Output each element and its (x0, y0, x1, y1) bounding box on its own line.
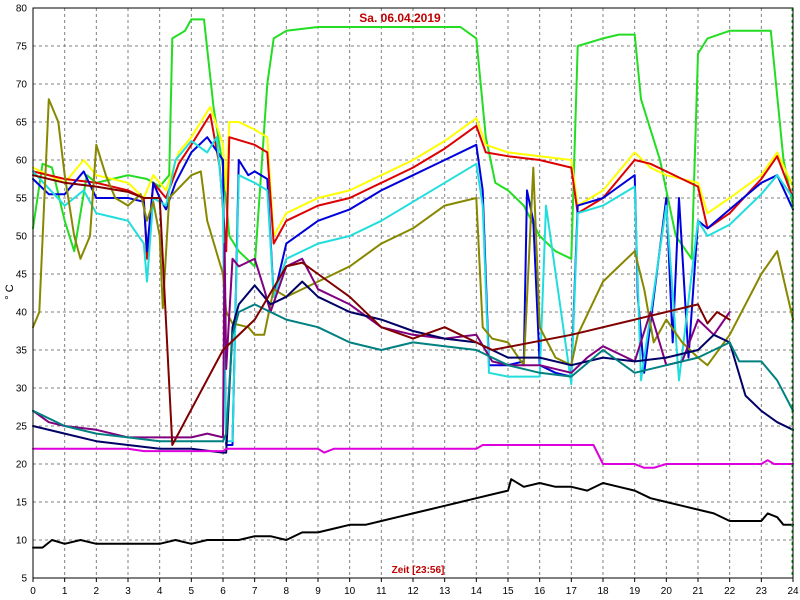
x-tick-label: 20 (661, 586, 673, 597)
x-tick-label: 0 (30, 586, 36, 597)
y-tick-label: 50 (16, 232, 28, 243)
x-axis-label: Zeit [23:56] (392, 565, 445, 576)
x-tick-label: 17 (566, 586, 578, 597)
y-tick-label: 70 (16, 80, 28, 91)
series-line-9 (32, 303, 794, 443)
chart-title: Sa. 06.04.2019 (359, 11, 441, 25)
x-tick-label: 19 (629, 586, 641, 597)
y-tick-label: 25 (16, 422, 28, 433)
y-tick-label: 15 (16, 498, 28, 509)
series-line-2 (32, 105, 794, 237)
y-tick-label: 5 (21, 574, 27, 585)
x-tick-label: 13 (439, 586, 451, 597)
x-tick-label: 7 (252, 586, 258, 597)
y-axis-label: ° C (4, 284, 16, 299)
grid-lines (33, 8, 793, 578)
y-tick-label: 20 (16, 460, 28, 471)
x-axis-ticks: 0 1 2 3 4 5 6 7 8 9 10 11 12 13 14 15 16 17 18 19 20 21 22 23 24 (30, 578, 799, 597)
x-tick-label: 16 (534, 586, 546, 597)
x-tick-label: 18 (597, 586, 609, 597)
x-tick-label: 1 (62, 586, 68, 597)
y-tick-label: 60 (16, 156, 28, 167)
y-tick-label: 80 (16, 4, 28, 15)
x-tick-label: 12 (407, 586, 419, 597)
y-tick-label: 30 (16, 384, 28, 395)
series-line-10 (32, 174, 731, 446)
y-tick-label: 35 (16, 346, 28, 357)
x-tick-label: 23 (756, 586, 768, 597)
x-tick-label: 11 (376, 586, 387, 597)
x-tick-label: 6 (220, 586, 226, 597)
x-tick-label: 9 (315, 586, 321, 597)
x-tick-label: 5 (189, 586, 195, 597)
x-tick-label: 2 (94, 586, 100, 597)
series-line-11 (32, 444, 794, 469)
x-tick-label: 3 (125, 586, 131, 597)
series-line-4 (32, 136, 794, 446)
y-tick-label: 75 (16, 42, 28, 53)
x-tick-label: 24 (787, 586, 799, 597)
series-line-8 (32, 280, 794, 454)
y-tick-label: 55 (16, 194, 28, 205)
series-line-12 (32, 478, 794, 549)
x-tick-label: 21 (692, 586, 704, 597)
x-tick-label: 22 (724, 586, 736, 597)
x-tick-label: 4 (157, 586, 163, 597)
x-tick-label: 8 (284, 586, 290, 597)
y-tick-label: 40 (16, 308, 28, 319)
x-tick-label: 15 (502, 586, 514, 597)
y-tick-label: 65 (16, 118, 28, 129)
x-tick-label: 10 (344, 586, 356, 597)
y-tick-label: 45 (16, 270, 28, 281)
series-line-3 (32, 113, 794, 260)
y-axis-ticks: 5 10 15 20 25 30 35 40 45 50 55 60 65 70 75 80 (16, 4, 28, 585)
x-tick-label: 14 (471, 586, 483, 597)
series-lines (32, 18, 794, 549)
y-tick-label: 10 (16, 536, 28, 547)
